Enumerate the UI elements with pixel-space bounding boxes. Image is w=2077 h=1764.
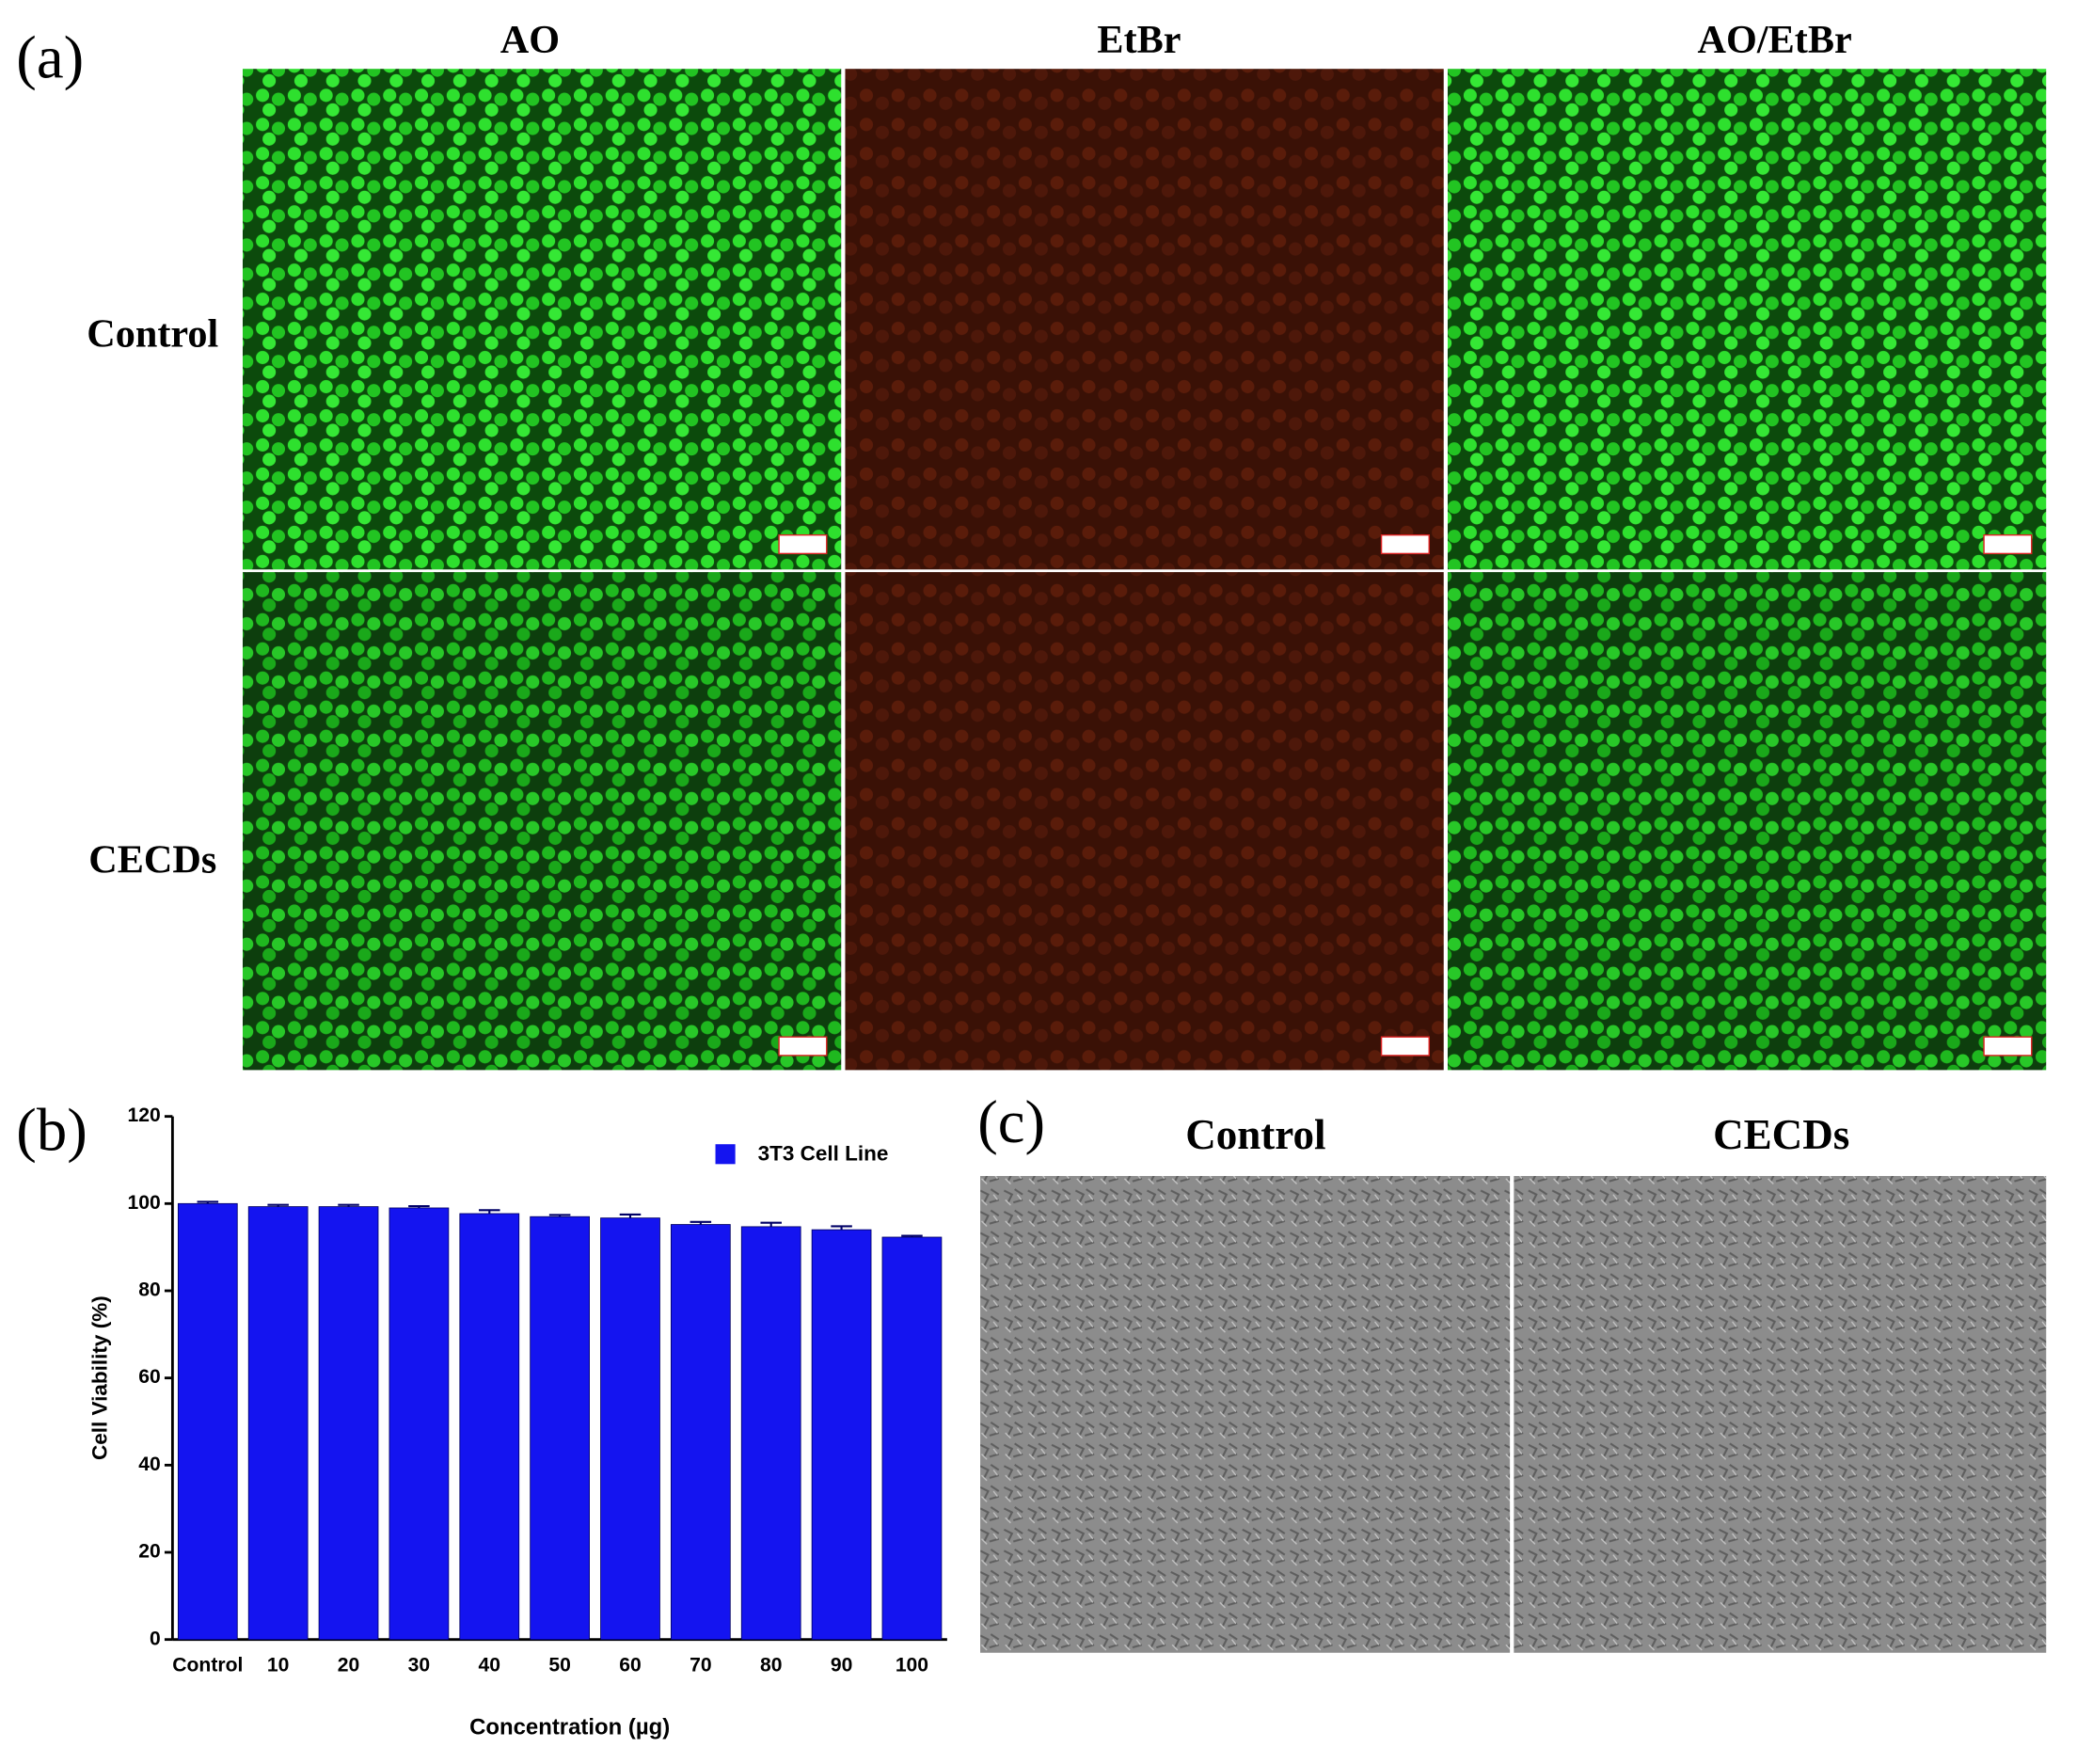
y-tick-label: 0 (150, 1628, 161, 1649)
merge-image (1447, 69, 2047, 570)
bar (600, 1217, 660, 1641)
legend-swatch (715, 1144, 736, 1165)
x-tick-label: 30 (408, 1654, 430, 1676)
panel-label: (a) (16, 24, 84, 91)
column-header: Control (1185, 1111, 1325, 1158)
x-tick-label: Control (172, 1654, 243, 1676)
ao-image (242, 69, 842, 570)
error-bar (479, 1209, 500, 1214)
x-tick-label: 80 (760, 1654, 782, 1676)
y-tick-label: 20 (138, 1541, 160, 1563)
x-tick-label: 90 (831, 1654, 852, 1676)
scale-bar (1983, 1036, 2033, 1057)
x-tick-label: 60 (619, 1654, 641, 1676)
bar (670, 1224, 731, 1641)
bar (247, 1206, 309, 1641)
panel-label: (b) (16, 1097, 87, 1165)
scale-bar (1380, 1036, 1430, 1057)
error-bar (690, 1220, 712, 1225)
ao-image (242, 572, 842, 1071)
row-label: Control (87, 312, 218, 357)
x-tick-label: 100 (896, 1654, 928, 1676)
column-header: AO/EtBr (1698, 18, 1852, 62)
merge-image (1447, 572, 2047, 1071)
legend-label: 3T3 Cell Line (758, 1141, 889, 1165)
scale-bar (778, 533, 828, 555)
y-tick-label: 60 (138, 1366, 160, 1388)
bar (177, 1202, 238, 1641)
bar (740, 1226, 801, 1641)
error-bar (267, 1203, 289, 1207)
micrographs (242, 69, 2047, 1071)
phase-image (1514, 1176, 2047, 1653)
x-tick-label: 50 (548, 1654, 570, 1676)
row-label: CECDs (88, 837, 216, 882)
x-tick-label: 40 (479, 1654, 500, 1676)
error-bar (197, 1200, 219, 1204)
x-axis-label: Concentration (µg) (469, 1714, 670, 1740)
etbr-image (845, 69, 1444, 570)
bar (530, 1216, 590, 1641)
y-tick-label: 40 (138, 1454, 160, 1475)
error-bar (831, 1225, 852, 1231)
bar (318, 1206, 379, 1641)
error-bar (901, 1234, 923, 1238)
error-bar (619, 1213, 642, 1218)
phase-image (980, 1176, 1511, 1653)
scale-bar (1983, 533, 2033, 555)
error-bar (548, 1214, 571, 1217)
column-header: CECDs (1713, 1111, 1849, 1158)
y-tick-label: 100 (127, 1192, 160, 1214)
panel-label: (c) (977, 1089, 1045, 1156)
y-tick-label: 80 (138, 1279, 160, 1301)
y-tick-label: 120 (127, 1104, 160, 1126)
x-tick-label: 70 (690, 1654, 711, 1676)
bar (881, 1236, 943, 1641)
bar (811, 1229, 872, 1641)
error-bar (408, 1205, 430, 1208)
column-header: AO (500, 18, 560, 62)
error-bar (760, 1221, 782, 1227)
x-tick-label: 20 (338, 1654, 359, 1676)
bar (459, 1213, 520, 1641)
scale-bar (778, 1036, 828, 1057)
error-bar (338, 1203, 359, 1207)
bar-chart: 0 20 40 60 80 100 120 Cell Viability (%) Concent… (87, 1104, 947, 1740)
bar (388, 1207, 450, 1641)
etbr-image (845, 572, 1444, 1071)
scale-bar (1380, 533, 1430, 555)
x-tick-label: 10 (267, 1654, 289, 1676)
y-axis-label: Cell Viability (%) (87, 1295, 111, 1460)
column-header: EtBr (1097, 18, 1181, 62)
